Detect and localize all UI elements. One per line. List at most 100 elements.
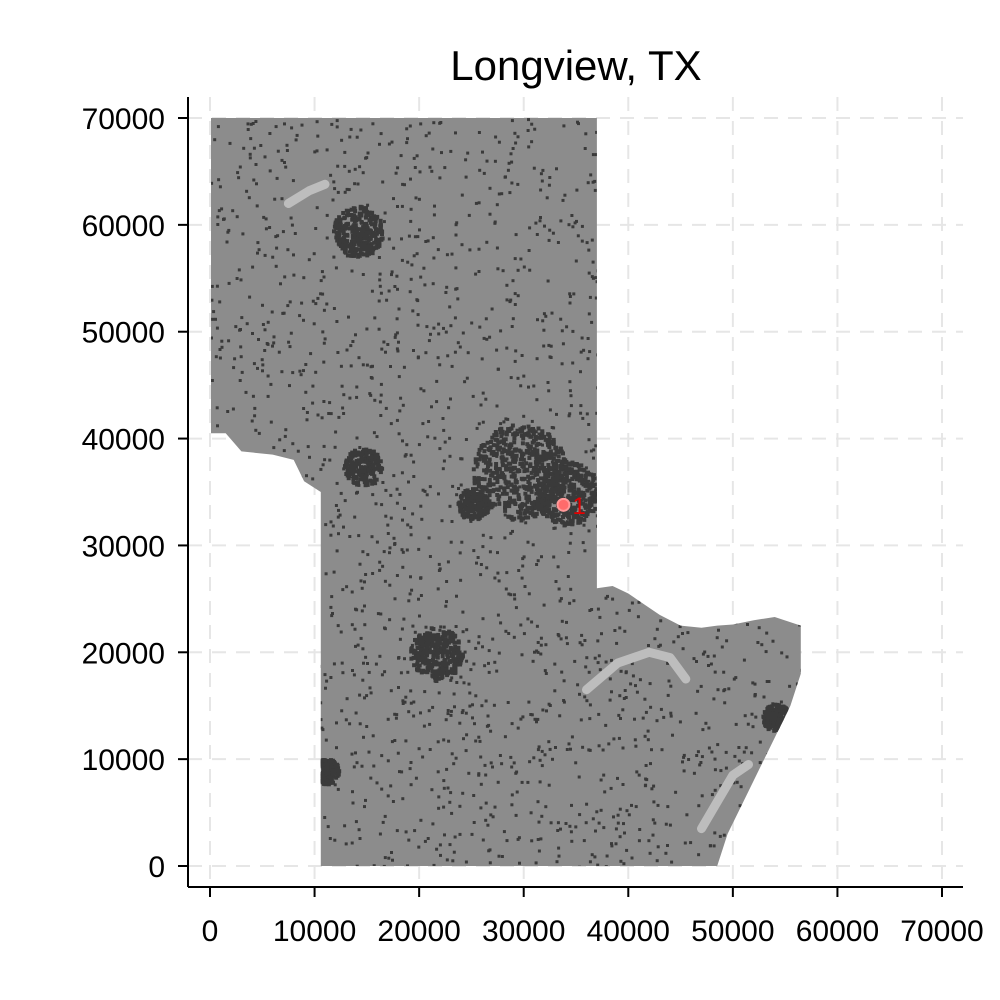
developed-pixel: [272, 341, 276, 345]
developed-pixel: [215, 406, 219, 410]
developed-pixel: [472, 504, 477, 509]
developed-pixel: [746, 722, 750, 726]
developed-pixel: [244, 390, 248, 394]
developed-pixel: [433, 204, 436, 208]
developed-pixel: [525, 442, 530, 447]
developed-pixel: [595, 411, 599, 415]
developed-pixel: [255, 684, 259, 688]
developed-pixel: [325, 766, 330, 771]
developed-pixel: [490, 472, 495, 477]
developed-pixel: [575, 513, 580, 518]
developed-pixel: [659, 198, 663, 202]
developed-pixel: [516, 294, 520, 298]
developed-pixel: [332, 307, 336, 310]
developed-pixel: [613, 517, 617, 521]
developed-pixel: [419, 594, 423, 597]
developed-pixel: [317, 772, 322, 776]
developed-pixel: [427, 649, 432, 654]
developed-pixel: [468, 691, 472, 695]
developed-pixel: [441, 633, 446, 638]
developed-pixel: [281, 497, 285, 501]
developed-pixel: [228, 578, 232, 582]
developed-pixel: [530, 839, 534, 843]
developed-pixel: [300, 301, 304, 305]
developed-pixel: [712, 330, 716, 334]
developed-pixel: [316, 134, 320, 138]
developed-pixel: [804, 340, 807, 343]
developed-pixel: [393, 597, 397, 601]
developed-pixel: [370, 535, 374, 539]
developed-pixel: [448, 843, 452, 847]
developed-pixel: [655, 627, 659, 631]
developed-pixel: [635, 690, 639, 694]
developed-pixel: [583, 483, 588, 488]
developed-pixel: [430, 788, 434, 792]
developed-pixel: [421, 755, 425, 759]
developed-pixel: [419, 387, 423, 391]
developed-pixel: [724, 275, 728, 279]
developed-pixel: [624, 696, 628, 699]
developed-pixel: [537, 849, 541, 853]
developed-pixel: [315, 526, 319, 530]
developed-pixel: [520, 780, 524, 784]
developed-pixel: [750, 300, 754, 303]
developed-pixel: [567, 478, 572, 483]
developed-pixel: [545, 451, 549, 456]
developed-pixel: [442, 625, 446, 629]
developed-pixel: [591, 276, 595, 280]
developed-pixel: [542, 435, 547, 440]
developed-pixel: [279, 649, 283, 653]
developed-pixel: [466, 351, 470, 355]
developed-pixel: [679, 269, 683, 273]
developed-pixel: [527, 451, 532, 456]
developed-pixel: [726, 582, 730, 586]
developed-pixel: [417, 443, 421, 447]
developed-pixel: [602, 773, 606, 777]
developed-pixel: [774, 287, 778, 291]
developed-pixel: [408, 290, 412, 294]
developed-pixel: [697, 853, 701, 857]
developed-pixel: [700, 755, 704, 759]
developed-pixel: [690, 175, 694, 179]
developed-pixel: [437, 569, 441, 572]
developed-pixel: [232, 794, 236, 798]
developed-pixel: [341, 211, 346, 215]
developed-pixel: [703, 432, 707, 436]
developed-pixel: [513, 597, 517, 601]
developed-pixel: [258, 753, 262, 757]
developed-pixel: [441, 642, 446, 647]
developed-pixel: [219, 809, 223, 813]
developed-pixel: [758, 415, 762, 419]
developed-pixel: [541, 168, 545, 172]
developed-pixel: [735, 359, 739, 363]
developed-pixel: [456, 640, 461, 645]
developed-pixel: [335, 763, 340, 768]
developed-pixel: [429, 626, 434, 631]
developed-pixel: [648, 596, 652, 600]
developed-pixel: [559, 519, 564, 524]
developed-pixel: [431, 147, 435, 151]
developed-pixel: [336, 787, 340, 791]
developed-pixel: [701, 728, 705, 732]
developed-pixel: [668, 823, 672, 827]
developed-pixel: [478, 454, 483, 459]
developed-pixel: [535, 233, 539, 236]
developed-pixel: [779, 700, 783, 704]
developed-pixel: [401, 565, 405, 569]
developed-pixel: [623, 371, 627, 375]
developed-pixel: [577, 775, 581, 779]
developed-pixel: [558, 599, 562, 603]
developed-pixel: [363, 580, 366, 584]
developed-pixel: [259, 775, 263, 779]
developed-pixel: [219, 748, 223, 752]
developed-pixel: [647, 571, 651, 574]
developed-pixel: [359, 245, 364, 250]
developed-pixel: [435, 655, 440, 660]
developed-pixel: [537, 820, 541, 824]
developed-pixel: [695, 580, 699, 584]
developed-pixel: [479, 477, 484, 481]
developed-pixel: [217, 178, 221, 182]
developed-pixel: [435, 639, 440, 644]
developed-pixel: [359, 128, 363, 132]
developed-pixel: [568, 380, 572, 384]
